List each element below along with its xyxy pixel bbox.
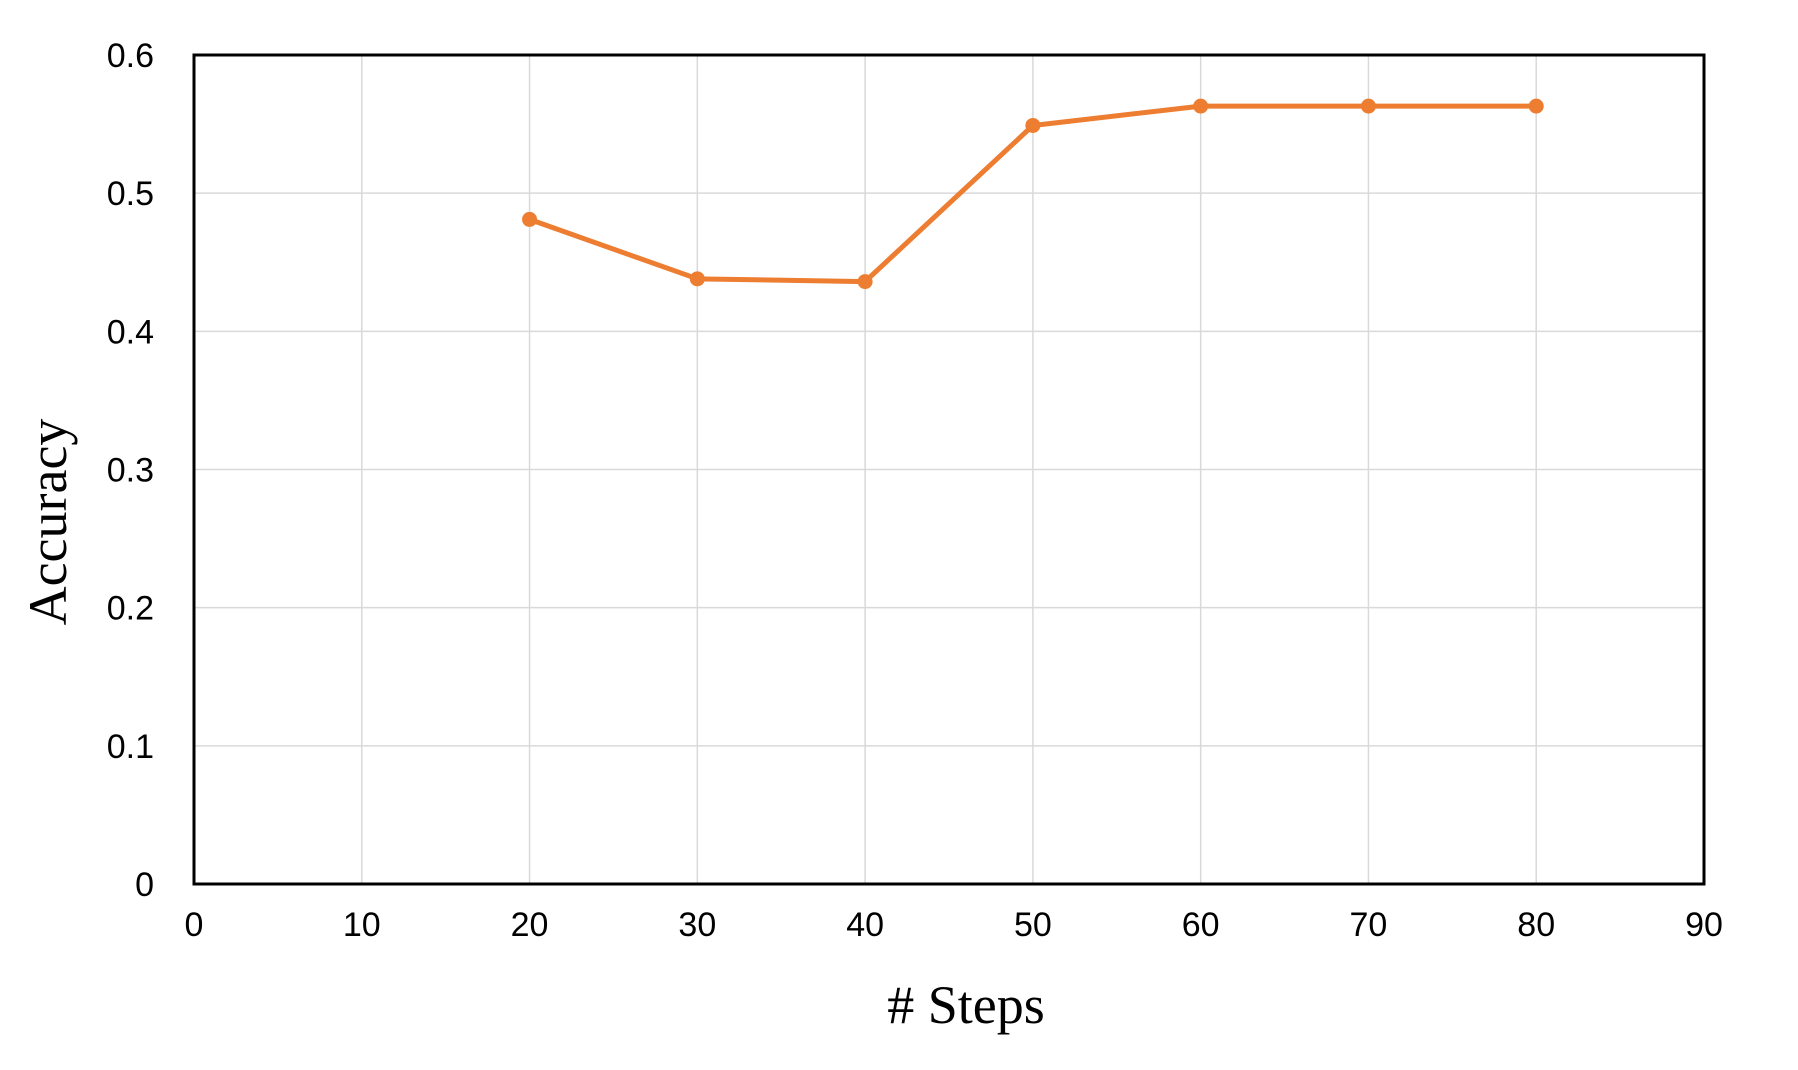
x-tick-label: 50 bbox=[1014, 906, 1052, 944]
data-point bbox=[689, 271, 705, 287]
x-tick-label: 40 bbox=[846, 906, 884, 944]
y-tick-label: 0.4 bbox=[107, 313, 154, 351]
y-axis-title: Accuracy bbox=[18, 419, 78, 626]
data-point bbox=[1360, 98, 1376, 114]
series bbox=[522, 98, 1544, 290]
x-axis-title: # Steps bbox=[887, 975, 1045, 1035]
x-tick-label: 70 bbox=[1350, 906, 1388, 944]
data-point bbox=[522, 211, 538, 227]
y-tick-label: 0.1 bbox=[107, 728, 154, 766]
y-tick-label: 0 bbox=[135, 866, 154, 904]
y-axis-ticks: 0 0.1 0.2 0.3 0.4 0.5 0.6 bbox=[107, 37, 154, 904]
y-tick-label: 0.6 bbox=[107, 37, 154, 75]
x-tick-label: 10 bbox=[343, 906, 381, 944]
x-axis-ticks: 0 10 20 30 40 50 60 70 80 90 bbox=[185, 906, 1723, 944]
x-tick-label: 90 bbox=[1685, 906, 1723, 944]
x-tick-label: 60 bbox=[1182, 906, 1220, 944]
x-tick-label: 30 bbox=[678, 906, 716, 944]
grid bbox=[193, 54, 1705, 885]
plot-frame bbox=[192, 53, 1706, 886]
data-point bbox=[1025, 117, 1041, 133]
y-tick-label: 0.5 bbox=[107, 175, 154, 213]
x-tick-label: 80 bbox=[1517, 906, 1555, 944]
x-tick-label: 0 bbox=[185, 906, 204, 944]
x-tick-label: 20 bbox=[511, 906, 549, 944]
y-tick-label: 0.3 bbox=[107, 452, 154, 490]
y-tick-label: 0.2 bbox=[107, 590, 154, 628]
data-point bbox=[857, 274, 873, 290]
data-point bbox=[1528, 98, 1544, 114]
data-point bbox=[1193, 98, 1209, 114]
